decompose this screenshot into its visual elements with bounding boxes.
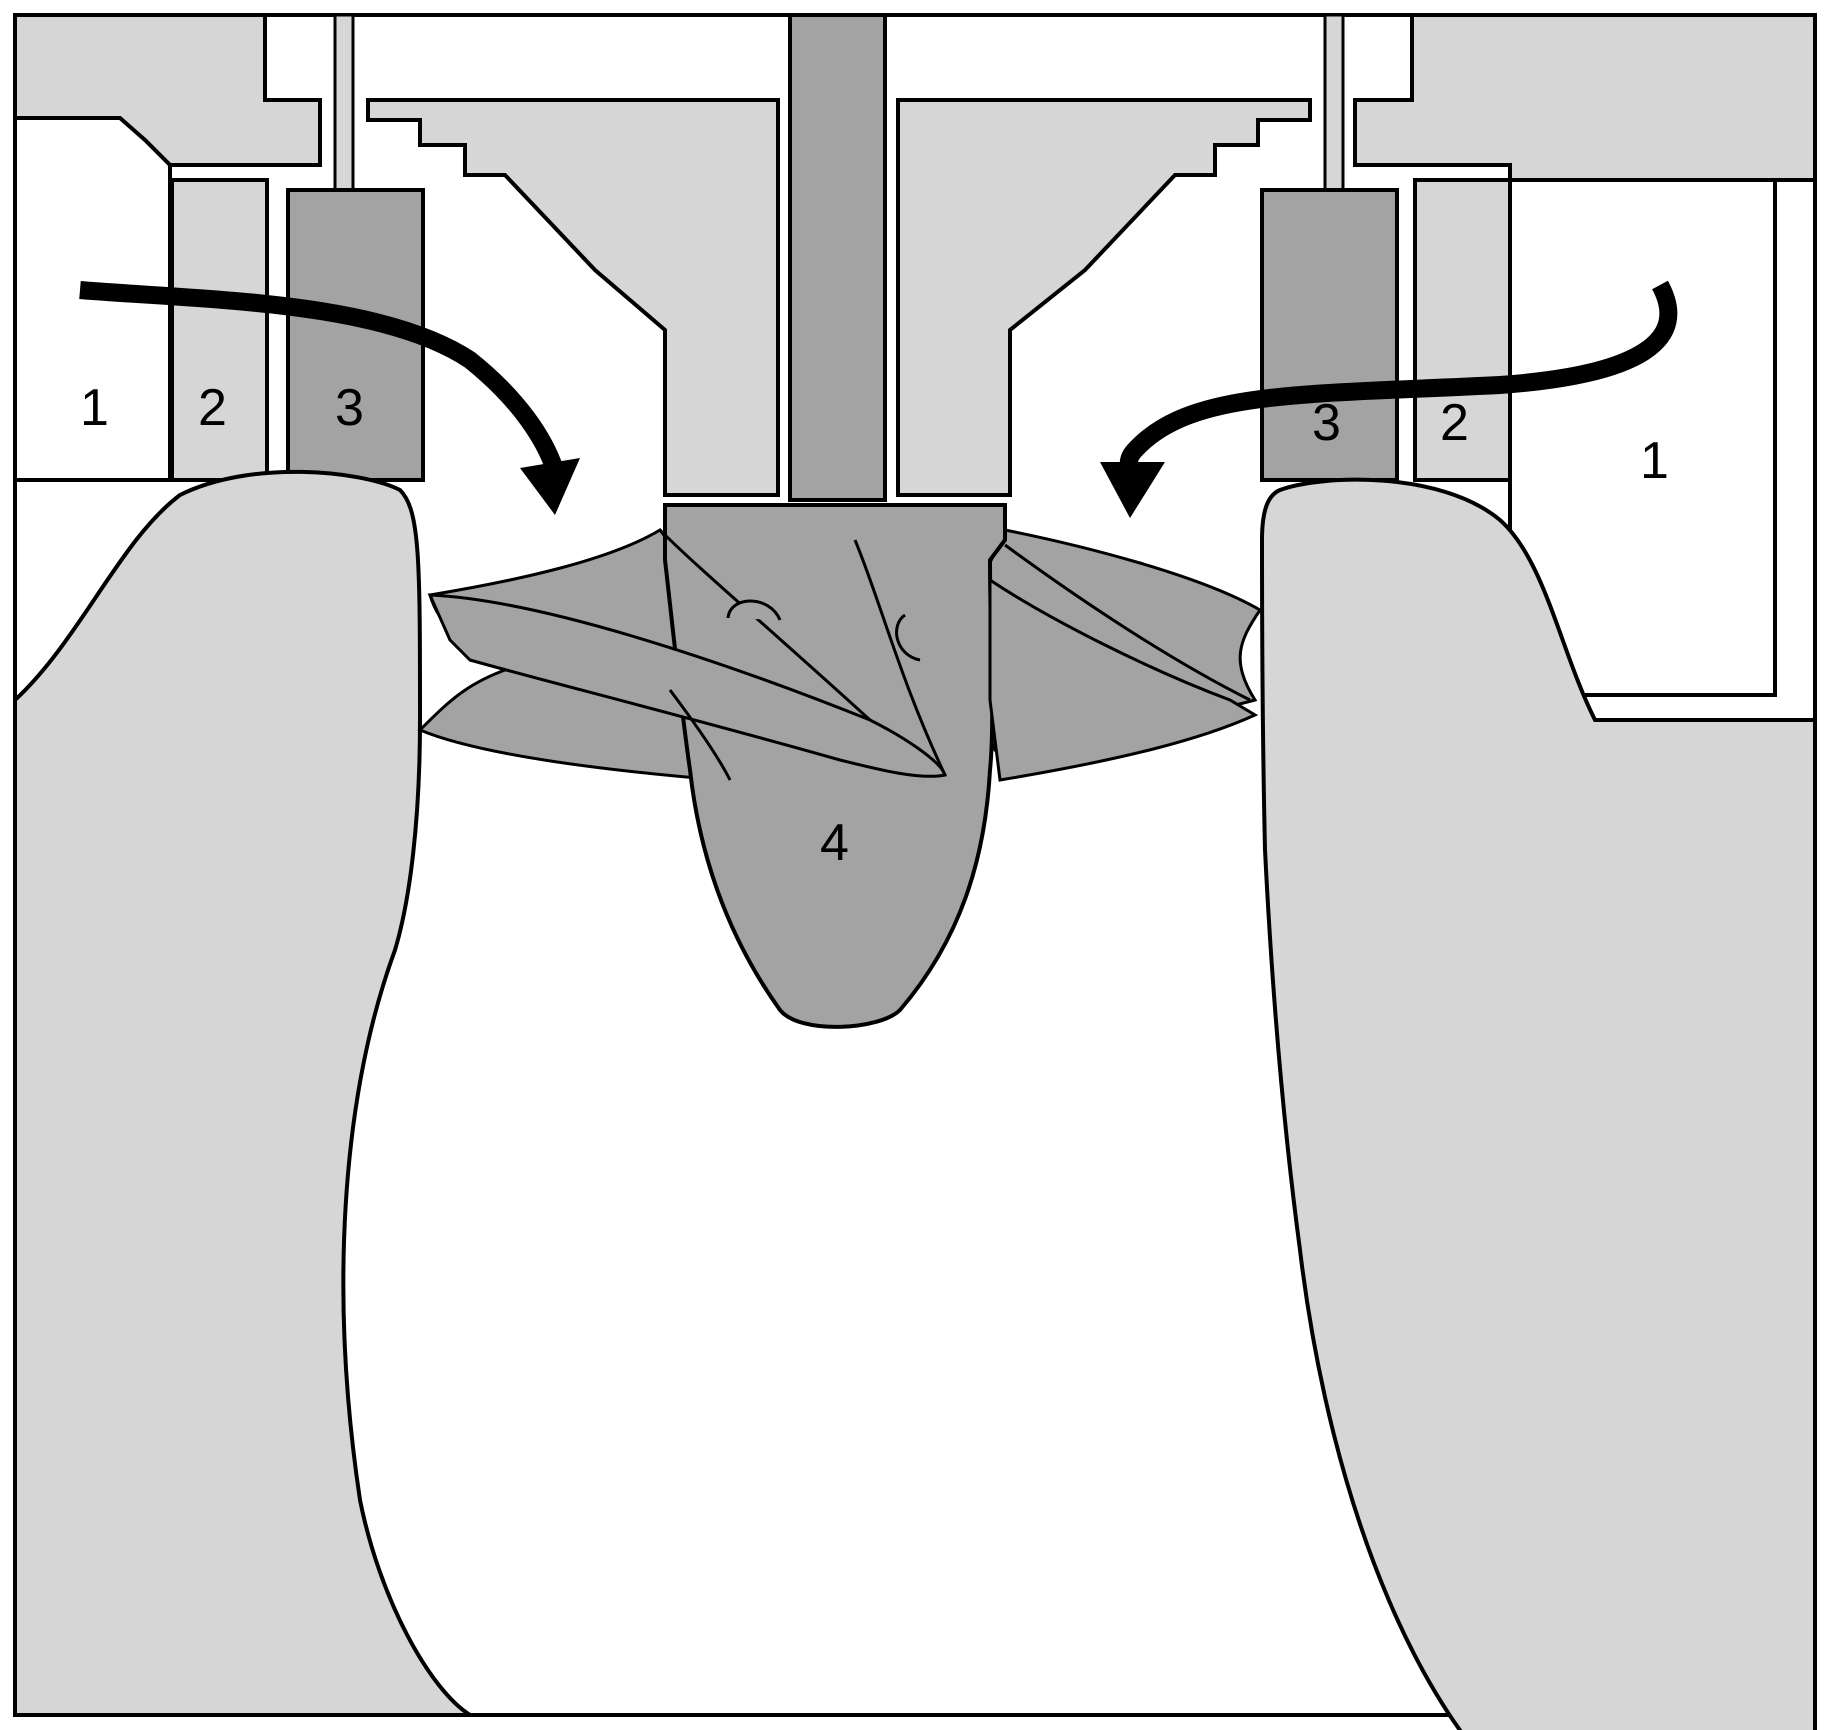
turbine-shaft — [788, 13, 887, 502]
left-discharge-ring — [13, 469, 477, 1717]
runner-bolt-left — [726, 599, 782, 621]
left-head-cover — [366, 98, 780, 497]
right-flow-arrowhead-icon — [1100, 462, 1165, 518]
label-right-2: 2 — [1440, 394, 1469, 452]
runner-bolt-right — [895, 613, 921, 662]
blade-edge-line-2 — [853, 539, 947, 776]
blade-edge-line-4 — [668, 689, 732, 781]
left-flow-arrowhead-icon — [520, 458, 580, 515]
right-discharge-ring — [1259, 477, 1817, 1730]
label-left-2: 2 — [198, 379, 227, 437]
label-left-1: 1 — [80, 379, 109, 437]
label-right-1: 1 — [1640, 432, 1669, 490]
blade-edge-line-3 — [1004, 543, 1251, 702]
right-flow-arrow — [1119, 280, 1678, 475]
left-gate-shaft — [333, 13, 355, 192]
label-left-3: 3 — [335, 379, 364, 437]
left-flow-arrow — [79, 281, 564, 474]
label-right-3: 3 — [1312, 394, 1341, 452]
runner-blade-right-front — [988, 577, 1259, 782]
right-guide-vane-3 — [1260, 188, 1399, 482]
right-stay-ring-2 — [1413, 178, 1512, 482]
right-top-casing — [1353, 13, 1817, 182]
label-runner-4: 4 — [820, 814, 849, 872]
right-head-cover — [896, 98, 1312, 497]
right-gate-shaft — [1323, 13, 1345, 192]
